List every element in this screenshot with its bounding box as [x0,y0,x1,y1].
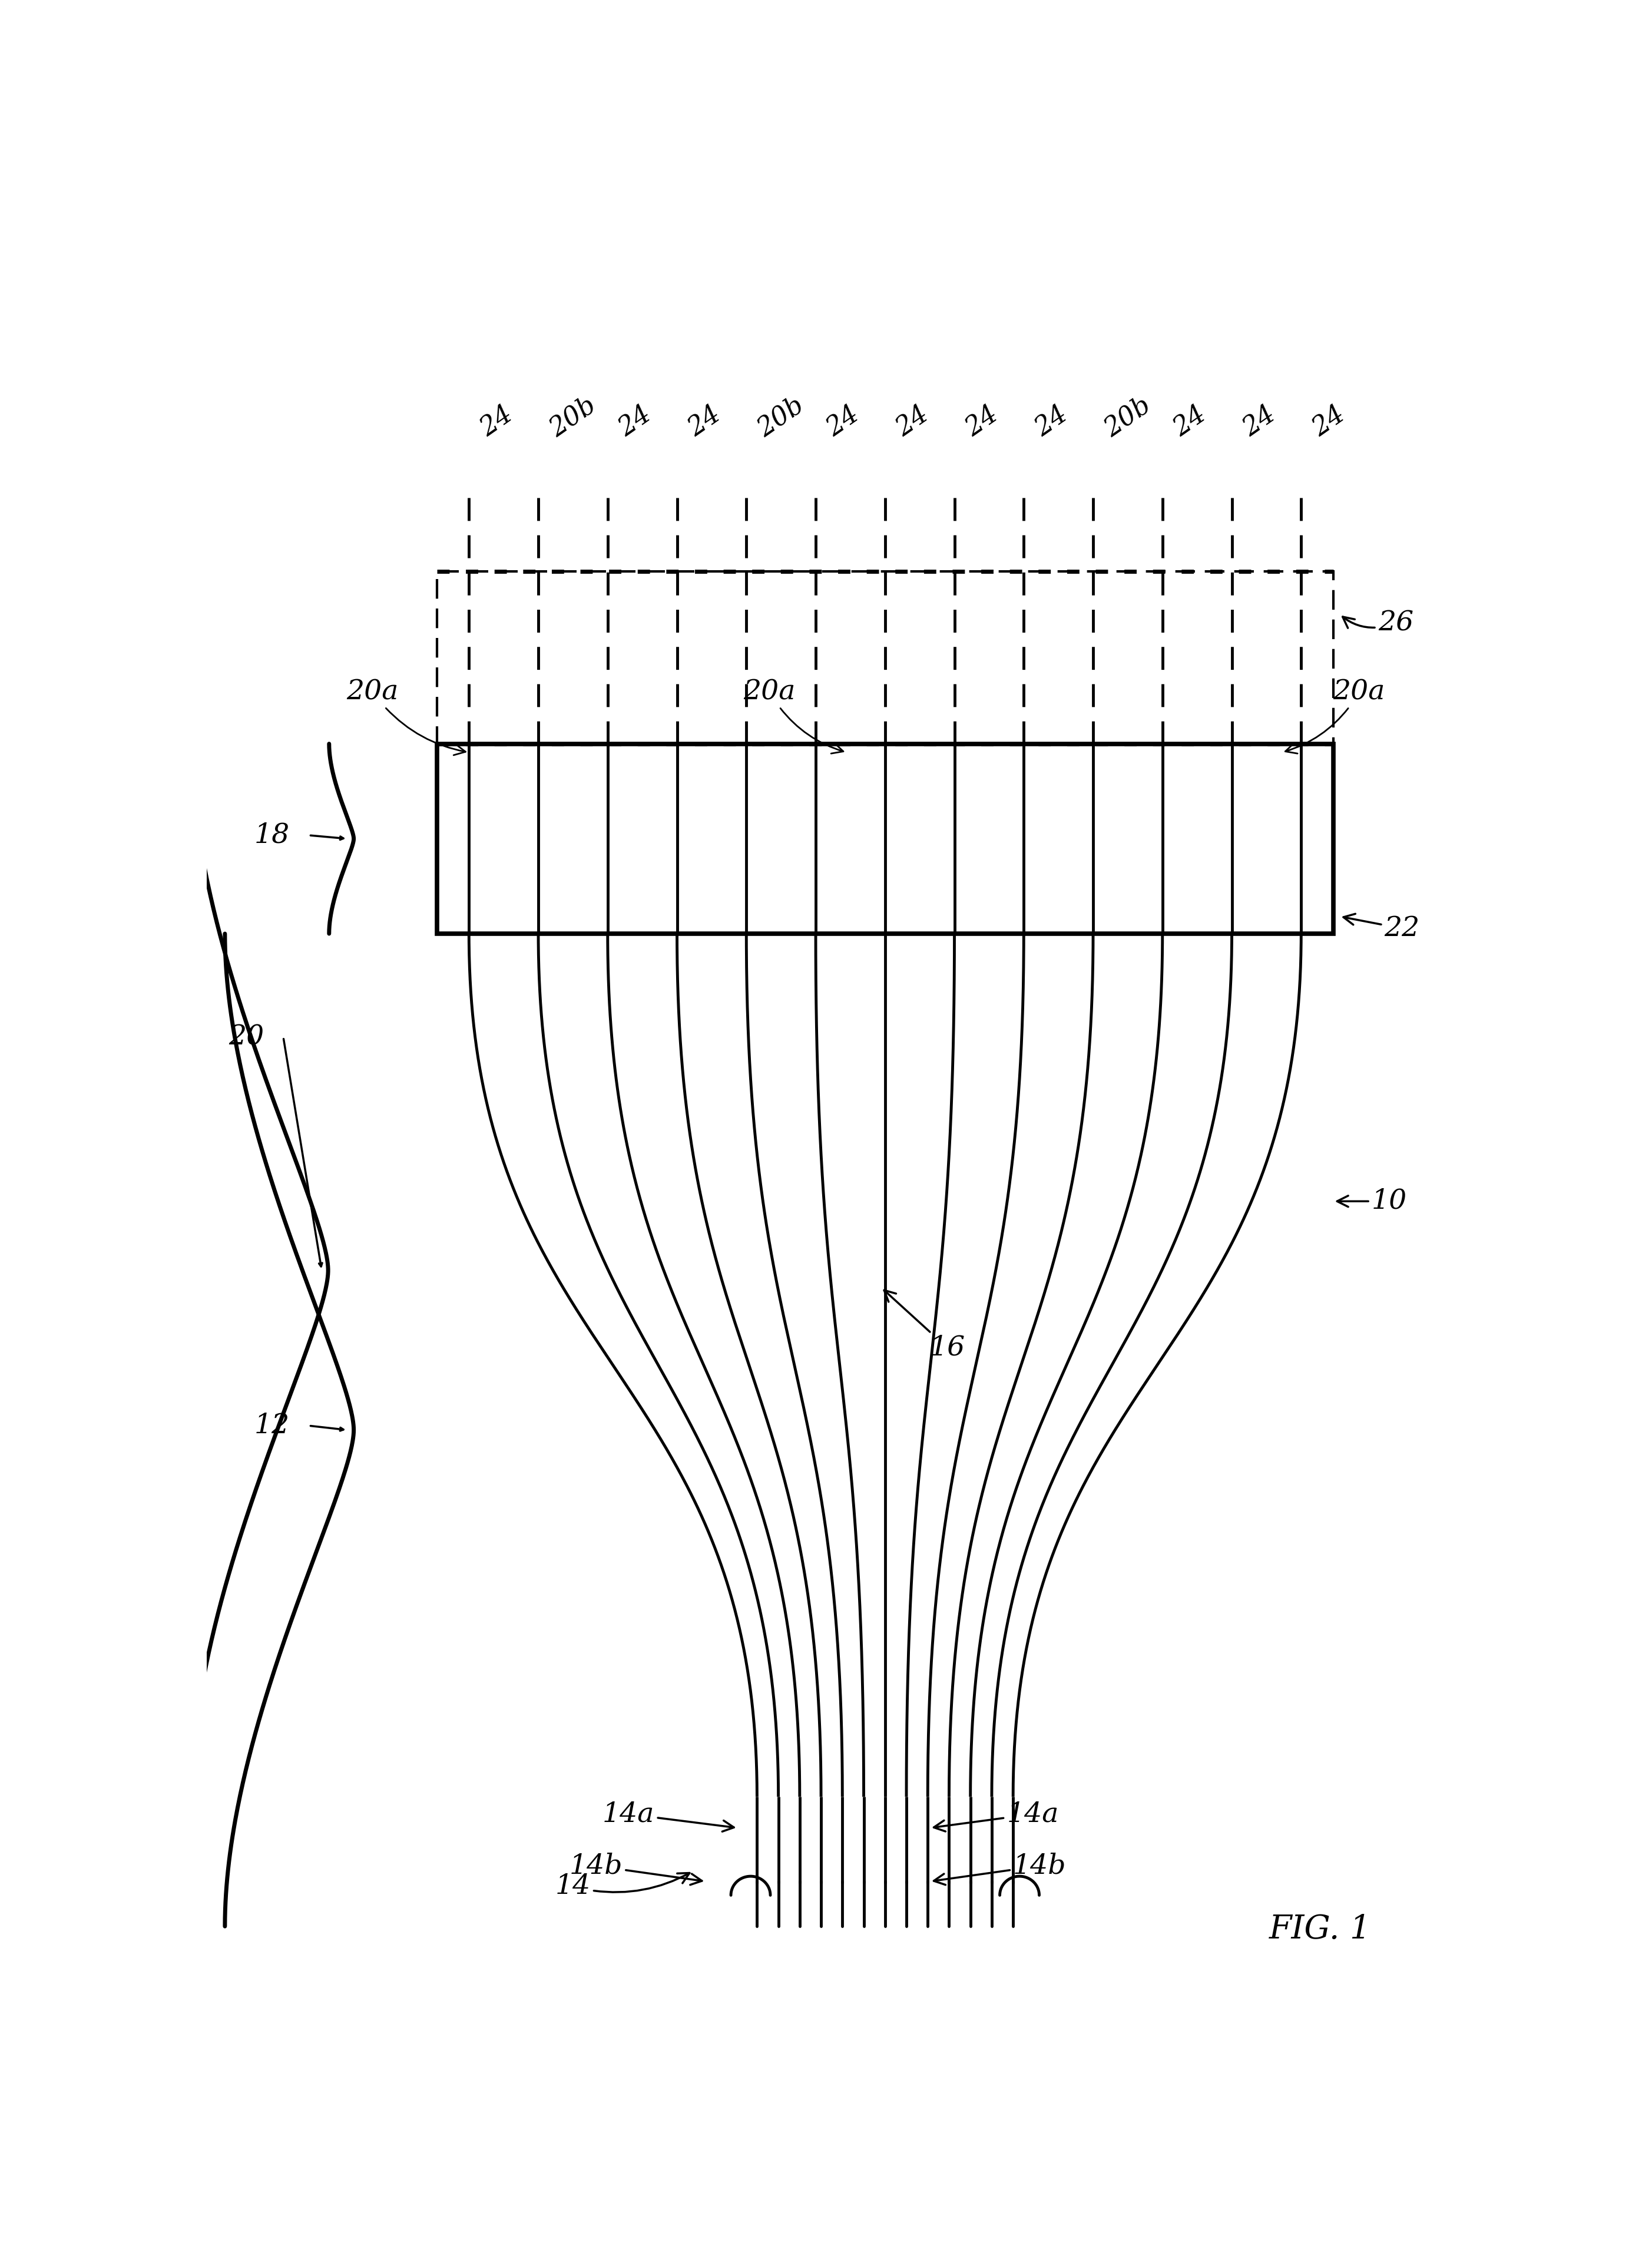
Text: 10: 10 [1336,1188,1408,1215]
Text: 22: 22 [1343,915,1419,942]
Text: 24: 24 [823,401,864,442]
Text: 14a: 14a [603,1800,733,1832]
Text: 20b: 20b [545,392,600,442]
Text: 20a: 20a [1285,679,1386,753]
Text: 20b: 20b [753,392,808,442]
Text: 24: 24 [1239,401,1280,442]
Text: 16: 16 [884,1289,965,1361]
Text: 12: 12 [254,1412,289,1439]
Text: 24: 24 [1031,401,1072,442]
Text: 26: 26 [1343,610,1414,637]
Bar [436,572,1333,744]
Text: 20b: 20b [1100,392,1155,442]
Text: 24: 24 [615,401,656,442]
Text: 14a: 14a [933,1800,1059,1832]
Text: 24: 24 [961,401,1003,442]
Bar [436,744,1333,933]
Text: 24: 24 [684,401,725,442]
Text: 24: 24 [1308,401,1350,442]
Text: 24: 24 [1170,401,1211,442]
Text: 14b: 14b [933,1852,1067,1886]
Text: 14b: 14b [570,1852,702,1886]
Text: 14: 14 [555,1872,689,1899]
Text: 20a: 20a [347,679,466,756]
Text: FIG. 1: FIG. 1 [1269,1915,1371,1946]
Text: 24: 24 [892,401,933,442]
Text: 20: 20 [228,1025,264,1051]
Text: 24: 24 [476,401,517,442]
Text: 18: 18 [254,823,289,850]
Text: 20a: 20a [743,679,843,753]
